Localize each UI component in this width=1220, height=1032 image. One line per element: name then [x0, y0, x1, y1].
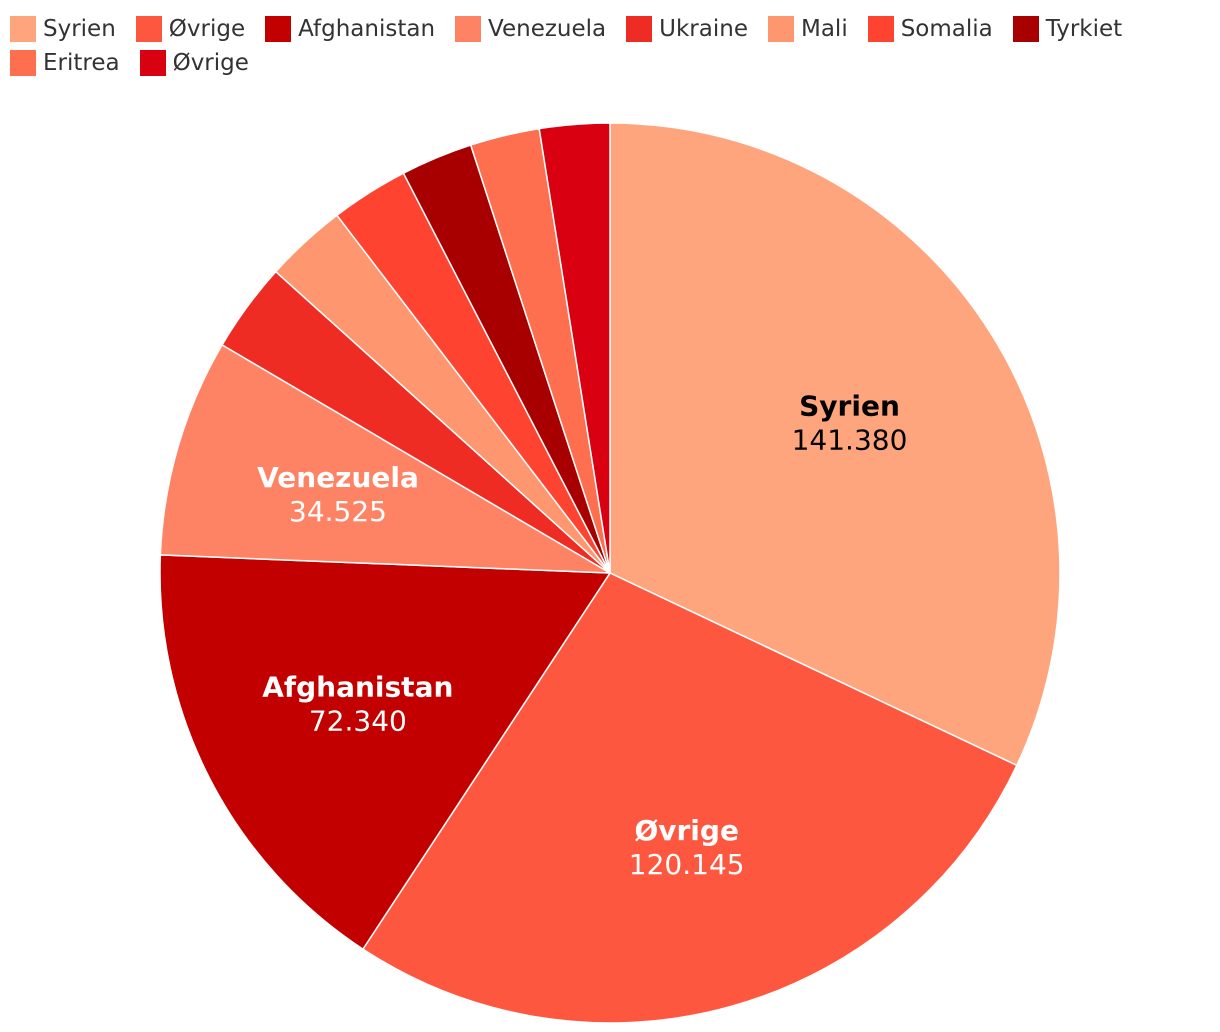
legend-item-mali[interactable]: Mali	[767, 16, 848, 42]
legend-label: Øvrige	[172, 50, 249, 76]
slice-label-name: Afghanistan	[262, 671, 453, 704]
legend-item-ovrige[interactable]: Øvrige	[135, 16, 246, 42]
slice-label-value: 120.145	[629, 848, 745, 881]
legend-item-eritrea[interactable]: Eritrea	[10, 50, 120, 76]
pie-slices	[159, 122, 1061, 1024]
pie-slice-venezuela-3[interactable]	[159, 344, 611, 574]
legend-swatch	[135, 16, 162, 42]
pie-slice-afghanistan-2[interactable]	[159, 554, 611, 950]
legend-label: Somalia	[900, 16, 993, 42]
legend-label: Øvrige	[168, 16, 246, 42]
legend-row: Syrien Øvrige Afghanistan Venezuela Ukra…	[10, 12, 1210, 46]
legend-swatch	[767, 16, 794, 42]
legend-item-somalia[interactable]: Somalia	[867, 16, 993, 42]
legend-swatch	[1012, 16, 1039, 42]
legend-item-tyrkiet[interactable]: Tyrkiet	[1012, 16, 1123, 42]
legend-label: Afghanistan	[298, 16, 436, 42]
legend-swatch	[265, 16, 292, 42]
legend-swatch	[626, 16, 653, 42]
slice-label-value: 141.380	[792, 423, 908, 456]
slice-label-value: 34.525	[289, 495, 387, 528]
slice-label-name: Øvrige	[634, 814, 739, 847]
legend-swatch	[139, 50, 166, 76]
legend-label: Tyrkiet	[1045, 16, 1123, 42]
legend-label: Eritrea	[43, 50, 120, 76]
pie-slice--vrige-1[interactable]	[362, 572, 1018, 1024]
legend-item-ukraine[interactable]: Ukraine	[626, 16, 748, 42]
legend-item-venezuela[interactable]: Venezuela	[455, 16, 606, 42]
legend-swatch	[455, 16, 482, 42]
slice-label-name: Venezuela	[257, 461, 419, 494]
legend-swatch	[10, 50, 36, 76]
legend-item-syrien[interactable]: Syrien	[10, 16, 116, 42]
slice-label-name: Syrien	[799, 389, 900, 422]
pie-slice-syrien-0[interactable]	[609, 122, 1061, 767]
legend-swatch	[867, 16, 894, 42]
legend-label: Venezuela	[488, 16, 607, 42]
legend-label: Mali	[800, 16, 848, 42]
pie-slice--vrige-9[interactable]	[538, 122, 611, 574]
legend-item-ovrige-2[interactable]: Øvrige	[139, 50, 249, 76]
legend-swatch	[10, 16, 36, 42]
legend-item-afghanistan[interactable]: Afghanistan	[265, 16, 435, 42]
legend-row: Eritrea Øvrige	[10, 46, 1210, 80]
legend-label: Syrien	[43, 16, 116, 42]
chart-legend: Syrien Øvrige Afghanistan Venezuela Ukra…	[10, 12, 1210, 80]
slice-label-value: 72.340	[309, 705, 407, 738]
legend-label: Ukraine	[659, 16, 748, 42]
